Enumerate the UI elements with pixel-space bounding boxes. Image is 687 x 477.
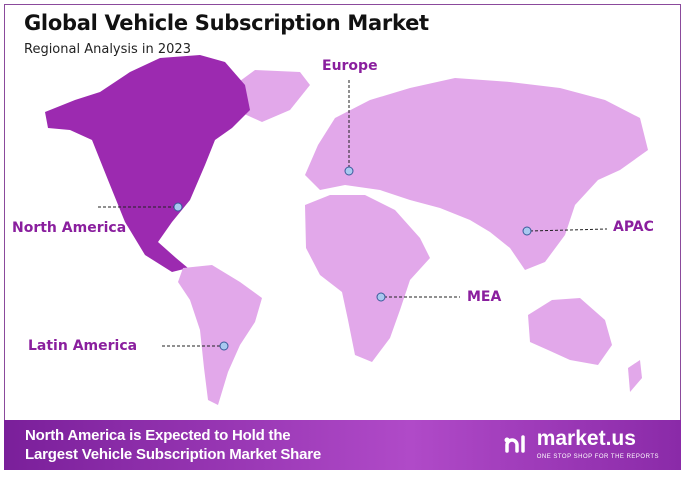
europe-marker <box>344 166 354 176</box>
logo-mark-icon <box>504 435 525 453</box>
label-north-america: North America <box>12 220 127 236</box>
banner-line-1: North America is Expected to Hold the <box>25 427 291 444</box>
region-australia <box>528 298 612 365</box>
market-us-logo: market.us ONE STOP SHOP FOR THE REPORTS <box>503 426 659 462</box>
label-europe: Europe <box>322 58 378 74</box>
region-eurasia <box>305 78 648 270</box>
page-subtitle: Regional Analysis in 2023 <box>24 42 191 57</box>
logo-name: market.us <box>536 427 636 450</box>
latin-america-marker <box>219 341 229 351</box>
region-africa <box>305 195 430 362</box>
page-title: Global Vehicle Subscription Market <box>24 11 429 35</box>
north-america-marker <box>173 202 183 212</box>
mea-marker <box>376 292 386 302</box>
label-latin-america: Latin America <box>28 338 138 354</box>
label-apac: APAC <box>613 219 654 235</box>
region-nz <box>628 360 642 392</box>
apac-leader-line <box>529 228 608 232</box>
footer-banner: North America is Expected to Hold the La… <box>4 420 681 470</box>
label-mea: MEA <box>467 289 502 305</box>
region-north-america <box>45 55 250 272</box>
region-latin-america <box>178 265 262 405</box>
apac-marker <box>522 226 532 236</box>
banner-line-2: Largest Vehicle Subscription Market Shar… <box>25 446 322 463</box>
logo-tagline: ONE STOP SHOP FOR THE REPORTS <box>536 454 659 460</box>
banner-text: North America is Expected to Hold the La… <box>25 426 321 464</box>
